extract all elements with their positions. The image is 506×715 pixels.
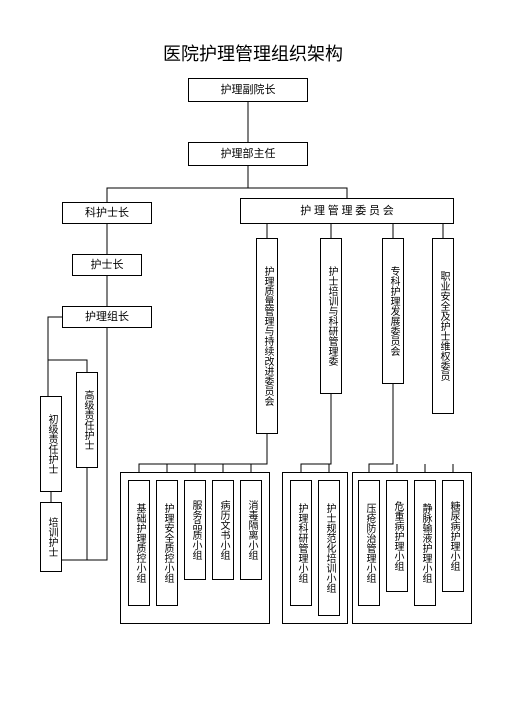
page-title: 医院护理管理组织架构 [0,40,506,66]
node-g8: 压疮防治管理小组 [358,480,380,606]
node-label: 服务品质小组 [189,500,201,560]
node-vice_dean: 护理副院长 [188,78,308,102]
node-senior_nurse: 高级责任护士 [76,372,98,468]
node-label: 专科护理发展委员会 [387,266,399,356]
node-label: 危重病护理小组 [391,501,403,571]
node-c1: 护理质量管理与持续改进委员会 [256,238,278,434]
node-label: 护理部主任 [221,147,276,161]
node-label: 培训护士 [45,517,57,557]
node-label: 消毒隔离小组 [245,500,257,560]
node-c2: 护士培训与科研管理委 [320,238,342,394]
node-g11: 糖尿病护理小组 [442,480,464,592]
node-g10: 静脉输液护理小组 [414,480,436,606]
node-junior_nurse: 初级责任护士 [40,396,62,492]
node-label: 护 理 管 理 委 员 会 [300,204,394,218]
node-label: 护理副院长 [221,83,276,97]
node-label: 护士培训与科研管理委 [325,266,337,366]
node-g6: 护理科研管理小组 [290,480,312,606]
node-dept_head: 护理部主任 [188,142,308,166]
node-g4: 病历文书小组 [212,480,234,580]
node-group_leader: 护理组长 [62,306,152,328]
node-g5: 消毒隔离小组 [240,480,262,580]
node-c4: 职业安全及护士维权委员 [432,238,454,414]
node-label: 护理组长 [85,310,129,324]
title-text: 医院护理管理组织架构 [163,44,343,64]
node-label: 糖尿病护理小组 [447,501,459,571]
node-label: 护士规范化培训小组 [323,503,335,593]
node-label: 护理科研管理小组 [295,503,307,583]
node-label: 静脉输液护理小组 [419,503,431,583]
node-label: 病历文书小组 [217,500,229,560]
node-label: 高级责任护士 [81,390,93,450]
node-g1: 基础护理质控小组 [128,480,150,606]
node-head_nurse: 护士长 [72,254,142,276]
node-label: 初级责任护士 [45,414,57,474]
node-c3: 专科护理发展委员会 [382,238,404,384]
node-label: 护士长 [91,258,124,272]
edge [107,166,248,202]
node-mgmt_committee: 护 理 管 理 委 员 会 [240,198,454,224]
node-g2: 护理安全质控小组 [156,480,178,606]
node-g7: 护士规范化培训小组 [318,480,340,616]
node-trainee_nurse: 培训护士 [40,502,62,572]
edge [301,394,331,480]
node-label: 科护士长 [85,206,129,220]
edge [369,384,393,480]
node-g9: 危重病护理小组 [386,480,408,592]
node-label: 职业安全及护士维权委员 [437,271,449,381]
edge [248,166,347,198]
node-g3: 服务品质小组 [184,480,206,580]
node-label: 护理质量管理与持续改进委员会 [261,266,273,406]
node-label: 护理安全质控小组 [161,503,173,583]
node-section_head: 科护士长 [62,202,152,224]
node-label: 压疮防治管理小组 [363,503,375,583]
node-label: 基础护理质控小组 [133,503,145,583]
